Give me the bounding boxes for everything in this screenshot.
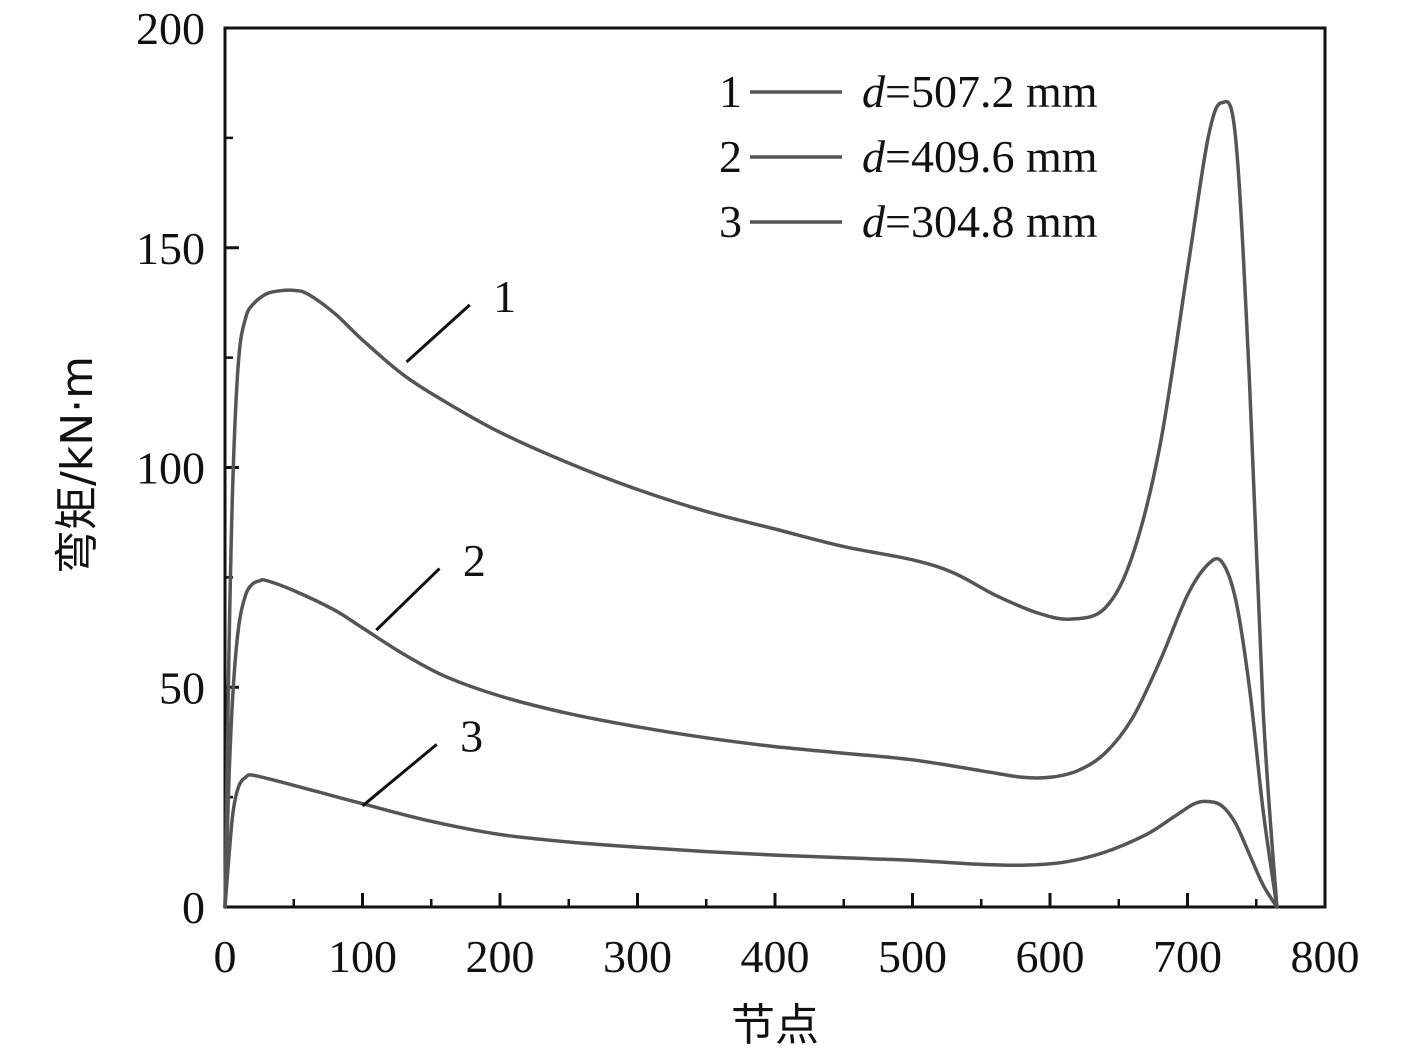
callout-label-3: 3: [460, 711, 483, 762]
series-line-1: [223, 99, 1279, 909]
legend-value: =409.6 mm: [885, 131, 1098, 182]
callout-leader-1: [405, 303, 471, 364]
legend-number-3: 3: [719, 196, 742, 247]
y-tick-label: 0: [182, 882, 205, 933]
x-tick-label: 800: [1291, 931, 1360, 982]
legend: 1 d=507.2 mm2 d=409.6 mm3 d=304.8 mm: [719, 66, 1098, 247]
y-tick-label: 100: [136, 443, 205, 494]
x-tick-label: 300: [603, 931, 672, 982]
callout-leader-3: [361, 743, 438, 808]
y-axis: 0 50 100 150 200: [136, 3, 239, 933]
legend-d-symbol: d: [862, 66, 886, 117]
callout-label-2: 2: [463, 535, 486, 586]
legend-value: =304.8 mm: [885, 196, 1098, 247]
series-lines: [223, 99, 1279, 909]
y-tick-label: 50: [159, 662, 205, 713]
legend-label-2: d=409.6 mm: [862, 131, 1098, 182]
legend-d-symbol: d: [862, 131, 886, 182]
callout-leader-2: [375, 567, 441, 632]
x-tick-label: 700: [1153, 931, 1222, 982]
x-tick-label: 600: [1016, 931, 1085, 982]
x-tick-label: 500: [878, 931, 947, 982]
legend-number-2: 2: [719, 131, 742, 182]
series-line-2: [223, 556, 1279, 909]
x-tick-label: 400: [741, 931, 810, 982]
x-tick-label: 100: [328, 931, 397, 982]
plot-border: [223, 26, 1327, 909]
y-tick-label: 150: [136, 223, 205, 274]
x-axis: 0 100 200 300 400 500 600 700 800: [214, 893, 1360, 982]
y-tick-label: 200: [136, 3, 205, 54]
legend-d-symbol: d: [862, 196, 886, 247]
x-axis-title: 节点: [731, 1000, 819, 1051]
legend-number-1: 1: [719, 66, 742, 117]
legend-label-3: d=304.8 mm: [862, 196, 1098, 247]
series-line-3: [223, 773, 1279, 909]
series-callouts: 1 2 3: [361, 271, 516, 808]
legend-value: =507.2 mm: [885, 66, 1098, 117]
legend-label-1: d=507.2 mm: [862, 66, 1098, 117]
callout-label-1: 1: [493, 271, 516, 322]
plot-frame: [223, 26, 1327, 909]
x-tick-label: 0: [214, 931, 237, 982]
y-axis-title: 弯矩/kN·m: [52, 356, 103, 574]
x-tick-label: 200: [466, 931, 535, 982]
